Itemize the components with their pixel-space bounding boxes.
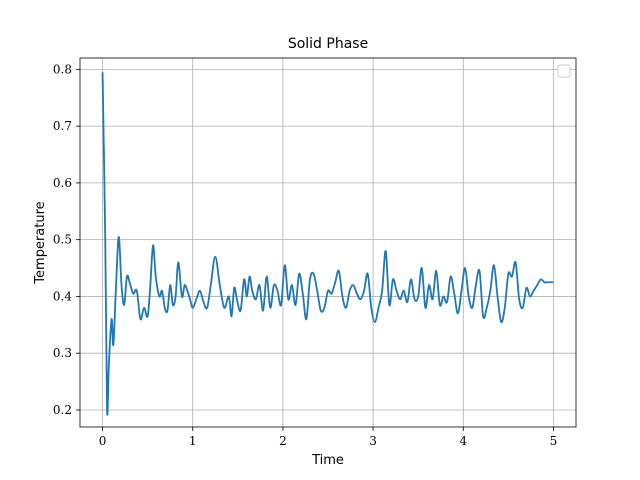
y-tick-label: 0.2: [53, 403, 72, 417]
x-axis-title: Time: [311, 453, 344, 468]
y-tick-label: 0.3: [53, 346, 72, 360]
grid: [80, 58, 576, 427]
x-tick-label: 0: [99, 434, 107, 448]
chart-title: Solid Phase: [288, 36, 368, 52]
x-tick-label: 3: [369, 434, 377, 448]
y-tick-label: 0.4: [53, 289, 72, 303]
plot-frame: [80, 58, 576, 427]
x-tick-label: 2: [279, 434, 287, 448]
series-line: [103, 72, 554, 415]
y-tick-label: 0.7: [53, 119, 72, 133]
x-tick-label: 5: [550, 434, 558, 448]
x-tick-label: 1: [189, 434, 197, 448]
x-axis: 0 1 2 3 4 5: [99, 427, 558, 448]
legend-box: [558, 65, 570, 77]
y-tick-label: 0.5: [53, 233, 72, 247]
series-layer: [103, 72, 554, 415]
y-axis-title: Temperature: [33, 201, 48, 284]
y-axis: 0.2 0.3 0.4 0.5 0.6 0.7 0.8: [53, 62, 80, 417]
x-tick-label: 4: [459, 434, 467, 448]
y-tick-label: 0.6: [53, 176, 72, 190]
y-tick-label: 0.8: [53, 62, 72, 76]
